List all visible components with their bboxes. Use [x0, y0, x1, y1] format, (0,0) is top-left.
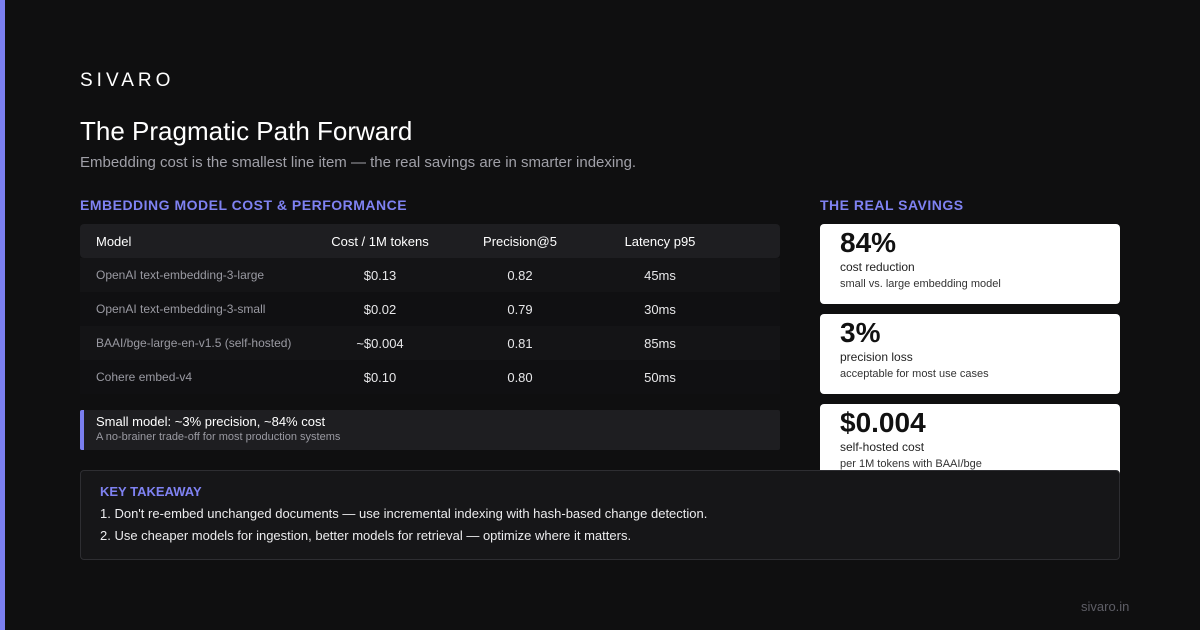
- header-cost: Cost / 1M tokens: [331, 233, 429, 249]
- cell-cost: $0.13: [363, 267, 397, 283]
- cell-model: Cohere embed-v4: [96, 370, 193, 384]
- header-precision: Precision@5: [483, 233, 557, 249]
- table-header-row: Model Cost / 1M tokens Precision@5 Laten…: [80, 224, 780, 258]
- cell-model: OpenAI text-embedding-3-large: [96, 268, 265, 282]
- page-title: The Pragmatic Path Forward: [80, 116, 413, 146]
- table-row: Cohere embed-v4 $0.10 0.80 50ms: [80, 360, 780, 394]
- table-row: BAAI/bge-large-en-v1.5 (self-hosted) ~$0…: [80, 326, 780, 360]
- footer-url: sivaro.in: [1081, 599, 1130, 614]
- cell-model: BAAI/bge-large-en-v1.5 (self-hosted): [96, 336, 292, 350]
- takeaway-item: 1. Don't re-embed unchanged documents — …: [100, 506, 708, 521]
- stat-label: self-hosted cost: [840, 440, 925, 454]
- cell-cost: ~$0.004: [356, 335, 404, 351]
- stat-description: acceptable for most use cases: [840, 368, 989, 380]
- takeaway-item: 2. Use cheaper models for ingestion, bet…: [100, 528, 632, 543]
- header-latency: Latency p95: [624, 233, 696, 249]
- stat-value: $0.004: [840, 407, 926, 438]
- stat-card-cost-reduction: 84% cost reduction small vs. large embed…: [820, 224, 1120, 304]
- key-takeaway-box: KEY TAKEAWAY 1. Don't re-embed unchanged…: [80, 470, 1120, 560]
- page-subtitle: Embedding cost is the smallest line item…: [80, 154, 637, 171]
- savings-section-label: THE REAL SAVINGS: [820, 197, 964, 213]
- table-row: OpenAI text-embedding-3-large $0.13 0.82…: [80, 258, 780, 292]
- stat-value: 3%: [840, 317, 881, 348]
- stat-card-precision-loss: 3% precision loss acceptable for most us…: [820, 314, 1120, 394]
- stat-label: cost reduction: [840, 260, 915, 274]
- cell-latency: 85ms: [644, 335, 676, 351]
- cell-latency: 50ms: [644, 369, 676, 385]
- cell-latency: 30ms: [644, 301, 676, 317]
- cell-precision: 0.79: [507, 301, 533, 317]
- stat-description: per 1M tokens with BAAI/bge: [840, 458, 982, 470]
- cell-cost: $0.10: [363, 369, 397, 385]
- header-model: Model: [96, 233, 132, 249]
- stat-value: 84%: [840, 227, 897, 258]
- cell-precision: 0.80: [507, 369, 533, 385]
- cell-cost: $0.02: [363, 301, 397, 317]
- cell-latency: 45ms: [644, 267, 676, 283]
- callout-sub-text: A no-brainer trade-off for most producti…: [96, 431, 341, 443]
- callout-main-text: Small model: ~3% precision, ~84% cost: [96, 414, 326, 429]
- accent-bar: [0, 0, 5, 630]
- table-section-label: EMBEDDING MODEL COST & PERFORMANCE: [80, 197, 408, 213]
- stat-label: precision loss: [840, 350, 913, 364]
- cell-precision: 0.81: [507, 335, 533, 351]
- cell-precision: 0.82: [507, 267, 533, 283]
- takeaway-title: KEY TAKEAWAY: [100, 484, 202, 499]
- model-comparison-table: Model Cost / 1M tokens Precision@5 Laten…: [80, 224, 780, 394]
- brand-logo: SIVARO: [80, 70, 175, 91]
- table-row: OpenAI text-embedding-3-small $0.02 0.79…: [80, 292, 780, 326]
- stat-description: small vs. large embedding model: [840, 278, 1001, 290]
- callout-box: Small model: ~3% precision, ~84% cost A …: [80, 410, 780, 450]
- cell-model: OpenAI text-embedding-3-small: [96, 302, 266, 316]
